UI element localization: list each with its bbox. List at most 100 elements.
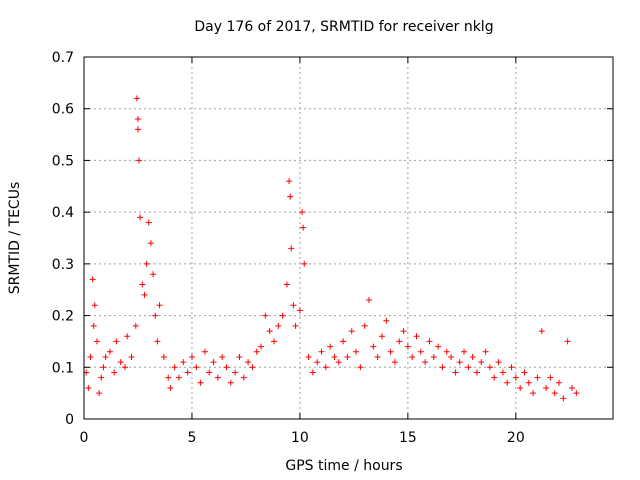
data-point	[266, 328, 273, 335]
data-point	[448, 353, 455, 360]
data-point	[96, 390, 103, 397]
data-point	[374, 353, 381, 360]
data-point	[201, 348, 208, 355]
data-point	[461, 348, 468, 355]
data-point	[106, 348, 113, 355]
data-point	[482, 348, 489, 355]
data-point	[538, 328, 545, 335]
data-point	[100, 364, 107, 371]
axis-ticks: 0 0.1 0.2 0.3 0.4 0.5 0.6 0.7 0 5 10 15 20	[52, 50, 613, 446]
data-point	[547, 374, 554, 381]
data-point	[85, 384, 92, 391]
data-point	[568, 384, 575, 391]
data-point	[309, 369, 316, 376]
data-points	[83, 95, 580, 402]
y-tick-label: 0.3	[52, 257, 74, 273]
data-point	[288, 245, 295, 252]
data-point	[387, 348, 394, 355]
data-point	[236, 353, 243, 360]
data-point	[206, 369, 213, 376]
data-point	[573, 390, 580, 397]
data-point	[180, 359, 187, 366]
data-point	[508, 364, 515, 371]
data-point	[314, 359, 321, 366]
data-point	[409, 353, 416, 360]
data-point	[327, 343, 334, 350]
data-point	[417, 348, 424, 355]
data-point	[124, 333, 131, 340]
data-point	[258, 343, 265, 350]
data-point	[530, 390, 537, 397]
data-point	[391, 359, 398, 366]
data-point	[465, 364, 472, 371]
data-point	[383, 317, 390, 324]
data-point	[344, 353, 351, 360]
data-point	[396, 338, 403, 345]
data-point	[301, 260, 308, 267]
data-point	[139, 281, 146, 288]
data-point	[240, 374, 247, 381]
data-point	[232, 369, 239, 376]
data-point	[499, 369, 506, 376]
data-point	[141, 291, 148, 298]
data-point	[564, 338, 571, 345]
data-point	[435, 343, 442, 350]
data-point	[145, 219, 152, 226]
chart-title: Day 176 of 2017, SRMTID for receiver nkl…	[194, 19, 493, 35]
data-point	[400, 328, 407, 335]
data-point	[253, 348, 260, 355]
data-point	[353, 348, 360, 355]
data-point	[87, 353, 94, 360]
data-point	[452, 369, 459, 376]
data-point	[128, 353, 135, 360]
data-point	[132, 322, 139, 329]
data-point	[534, 374, 541, 381]
x-tick-label: 10	[291, 430, 309, 446]
data-point	[491, 374, 498, 381]
data-point	[98, 374, 105, 381]
data-point	[113, 338, 120, 345]
data-point	[366, 297, 373, 304]
data-point	[512, 374, 519, 381]
data-point	[193, 364, 200, 371]
data-point	[111, 369, 118, 376]
data-point	[404, 343, 411, 350]
data-point	[413, 333, 420, 340]
data-point	[422, 359, 429, 366]
data-point	[117, 359, 124, 366]
data-point	[495, 359, 502, 366]
data-point	[290, 302, 297, 309]
data-point	[143, 260, 150, 267]
data-point	[543, 384, 550, 391]
data-point	[176, 374, 183, 381]
data-point	[299, 209, 306, 216]
data-point	[318, 348, 325, 355]
data-point	[443, 348, 450, 355]
data-point	[133, 95, 140, 102]
data-point	[521, 369, 528, 376]
data-point	[137, 214, 144, 221]
y-tick-label: 0.1	[52, 360, 74, 376]
data-point	[219, 353, 226, 360]
y-tick-label: 0.6	[52, 102, 74, 118]
data-point	[167, 384, 174, 391]
data-point	[188, 353, 195, 360]
data-point	[160, 353, 167, 360]
data-point	[331, 353, 338, 360]
data-point	[134, 116, 141, 123]
data-point	[296, 307, 303, 314]
data-point	[91, 302, 98, 309]
y-tick-label: 0.2	[52, 309, 74, 325]
y-tick-label: 0.4	[52, 205, 74, 221]
data-point	[171, 364, 178, 371]
data-point	[473, 369, 480, 376]
plot-frame	[83, 56, 614, 420]
data-point	[210, 359, 217, 366]
data-point	[378, 333, 385, 340]
data-point	[279, 312, 286, 319]
x-axis-label: GPS time / hours	[285, 458, 402, 474]
y-axis-label: SRMTID / TECUs	[7, 182, 23, 295]
y-tick-label: 0	[65, 412, 74, 428]
data-point	[525, 379, 532, 386]
